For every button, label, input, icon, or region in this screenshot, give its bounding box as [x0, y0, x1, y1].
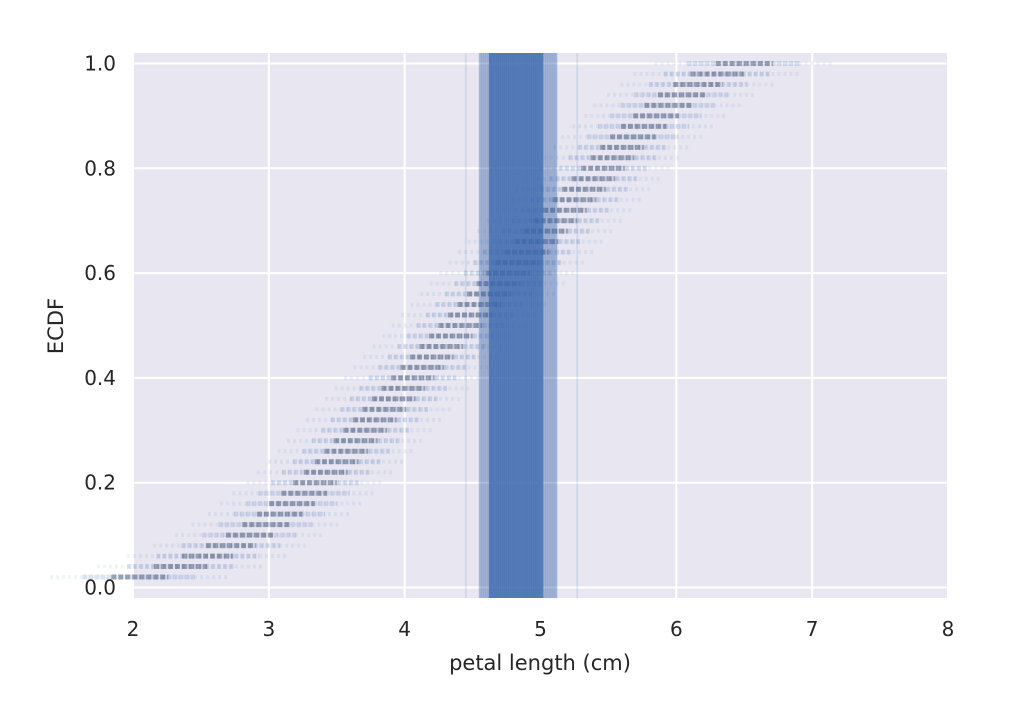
x-tick-label: 3: [262, 617, 275, 641]
x-tick-label: 4: [398, 617, 411, 641]
y-tick-label: 1.0: [84, 51, 116, 75]
x-tick-label: 7: [806, 617, 819, 641]
y-axis-title: ECDF: [44, 298, 68, 354]
y-tick-label: 0.6: [84, 261, 116, 285]
data-marks: [50, 60, 834, 580]
y-axis-ticks: 0.0 0.2 0.4 0.6 0.8 1.0: [84, 51, 116, 599]
y-tick-label: 0.4: [84, 366, 116, 390]
y-tick-label: 0.8: [84, 156, 116, 180]
vertical-band: [464, 53, 579, 598]
x-tick-label: 6: [670, 617, 683, 641]
y-tick-label: 0.2: [84, 471, 116, 495]
band-core: [488, 53, 544, 598]
y-tick-label: 0.0: [84, 576, 116, 600]
x-tick-label: 5: [534, 617, 547, 641]
x-axis-ticks: 2 3 4 5 6 7 8: [127, 617, 955, 641]
x-axis-title: petal length (cm): [449, 651, 631, 675]
x-tick-label: 8: [942, 617, 955, 641]
x-tick-label: 2: [127, 617, 140, 641]
